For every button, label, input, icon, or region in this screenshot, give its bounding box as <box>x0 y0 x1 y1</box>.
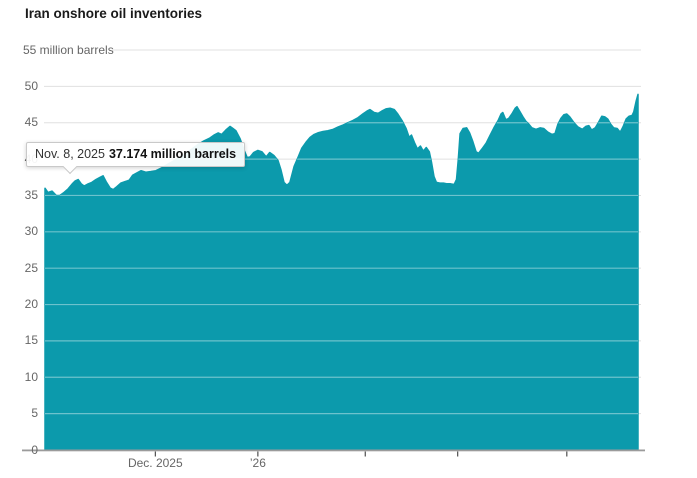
y-axis-label-10: 10 <box>24 369 38 384</box>
y-axis-label-15: 15 <box>24 333 38 348</box>
y-axis-label-25: 25 <box>24 260 38 275</box>
x-axis-label-1: ’26 <box>249 456 266 470</box>
x-axis-label-0: Dec. 2025 <box>127 456 183 470</box>
x-axis-line <box>22 449 645 452</box>
y-axis-label-35: 35 <box>24 187 38 202</box>
tooltip-value: 37.174 million barrels <box>108 147 237 161</box>
y-axis-label-45: 45 <box>24 115 38 130</box>
y-axis-label-50: 50 <box>24 78 38 93</box>
area-series <box>44 93 639 451</box>
y-axis-label-30: 30 <box>24 224 38 239</box>
chart-title: Iran onshore oil inventories <box>25 6 203 21</box>
tooltip-date: Nov. 8, 2025 <box>35 147 105 161</box>
y-axis-label-20: 20 <box>24 297 38 312</box>
y-axis-unit-label: 55 million barrels <box>23 43 114 57</box>
tooltip: Nov. 8, 2025 37.174 million barrels <box>26 142 246 174</box>
y-axis-label-5: 5 <box>31 406 38 421</box>
y-axis-label-0: 0 <box>31 442 38 457</box>
